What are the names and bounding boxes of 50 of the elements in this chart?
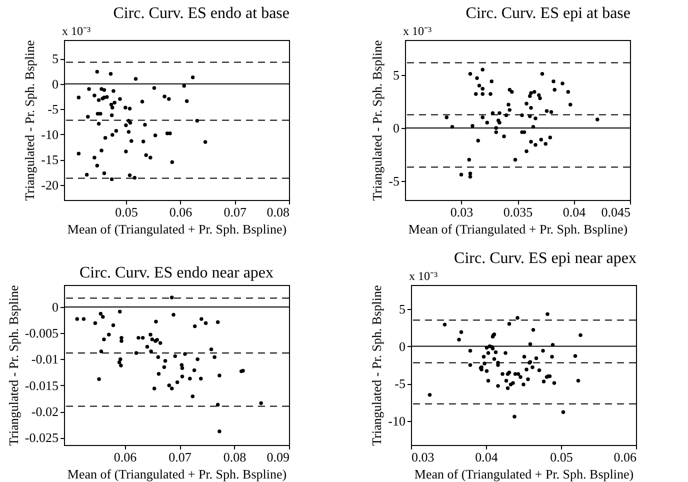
x-tick-label: 0.08 (223, 450, 246, 464)
y-axis-title: Triangulated - Pr. Sph. Bspline (22, 40, 38, 201)
x-tick-label: 0.09 (266, 450, 290, 464)
x-tick-label: 0.04 (562, 204, 586, 220)
x-tick-label: 0.05 (115, 204, 138, 220)
y-axis-title: Triangulated - Pr. Sph. Bspline (6, 284, 21, 446)
y-tick-label: -0.005 (24, 326, 58, 341)
y-tick-label: -20 (41, 177, 58, 192)
y-tick-label: -10 (41, 126, 58, 142)
y-tick-label: -10 (388, 414, 406, 429)
y-tick-label: 0 (399, 338, 406, 354)
chart-title: Circ. Curv. ES epi near apex (454, 250, 636, 267)
y-tick-label: -0.01 (31, 352, 58, 367)
y-axis-title: Triangulated - Pr. Sph. Bspline (369, 284, 384, 446)
x-tick-label: 0.06 (169, 204, 193, 220)
x-axis-title: Mean of (Triangulated + Pr. Sph. Bspline) (67, 222, 287, 236)
x-tick-label: 0.05 (550, 450, 573, 464)
chart-title: Circ. Curv. ES epi at base (466, 5, 630, 22)
chart-title: Circ. Curv. ES endo at base (113, 5, 290, 22)
x-axis-title: Mean of (Triangulated + Pr. Sph. Bspline) (408, 222, 628, 236)
y-tick-label: -0.015 (24, 378, 58, 393)
text: x 10⁻³ (409, 269, 438, 283)
y-tick-label: 0 (52, 299, 58, 314)
chart-title: Circ. Curv. ES endo near apex (79, 264, 274, 282)
y-tick-label: -15 (41, 152, 58, 168)
x-tick-label: 0.06 (114, 450, 138, 464)
y-tick-label: 0 (393, 120, 400, 136)
text: x 10⁻³ (403, 24, 432, 38)
x-axis-title: Mean of (Triangulated + Pr. Sph. Bspline) (414, 466, 634, 482)
x-tick-label: 0.035 (503, 204, 533, 220)
y-tick-label: -5 (48, 102, 58, 117)
x-tick-label: 0.06 (614, 450, 637, 464)
x-tick-label: 0.03 (450, 204, 474, 220)
x-tick-label: 0.03 (412, 450, 434, 464)
x-tick-label: 0.07 (224, 204, 248, 220)
y-tick-label: 0 (52, 76, 58, 92)
y-tick-label: 5 (393, 67, 400, 82)
x-tick-label: 0.08 (266, 204, 290, 220)
x-tick-label: 0.045 (601, 204, 630, 220)
y-tick-label: -0.02 (31, 404, 58, 420)
y-tick-label: 5 (52, 51, 58, 66)
y-tick-label: -5 (394, 376, 406, 392)
x-axis-title: Mean of (Triangulated + Pr. Sph. Bspline) (67, 466, 287, 482)
y-axis-title: Triangulated - Pr. Sph. Bspline (370, 40, 385, 201)
y-tick-label: -5 (388, 173, 400, 188)
x-tick-label: 0.07 (168, 450, 192, 464)
y-tick-label: -0.025 (24, 430, 58, 446)
y-tick-label: 5 (399, 301, 406, 316)
text: x 10⁻³ (62, 24, 91, 38)
x-tick-label: 0.04 (475, 450, 498, 464)
